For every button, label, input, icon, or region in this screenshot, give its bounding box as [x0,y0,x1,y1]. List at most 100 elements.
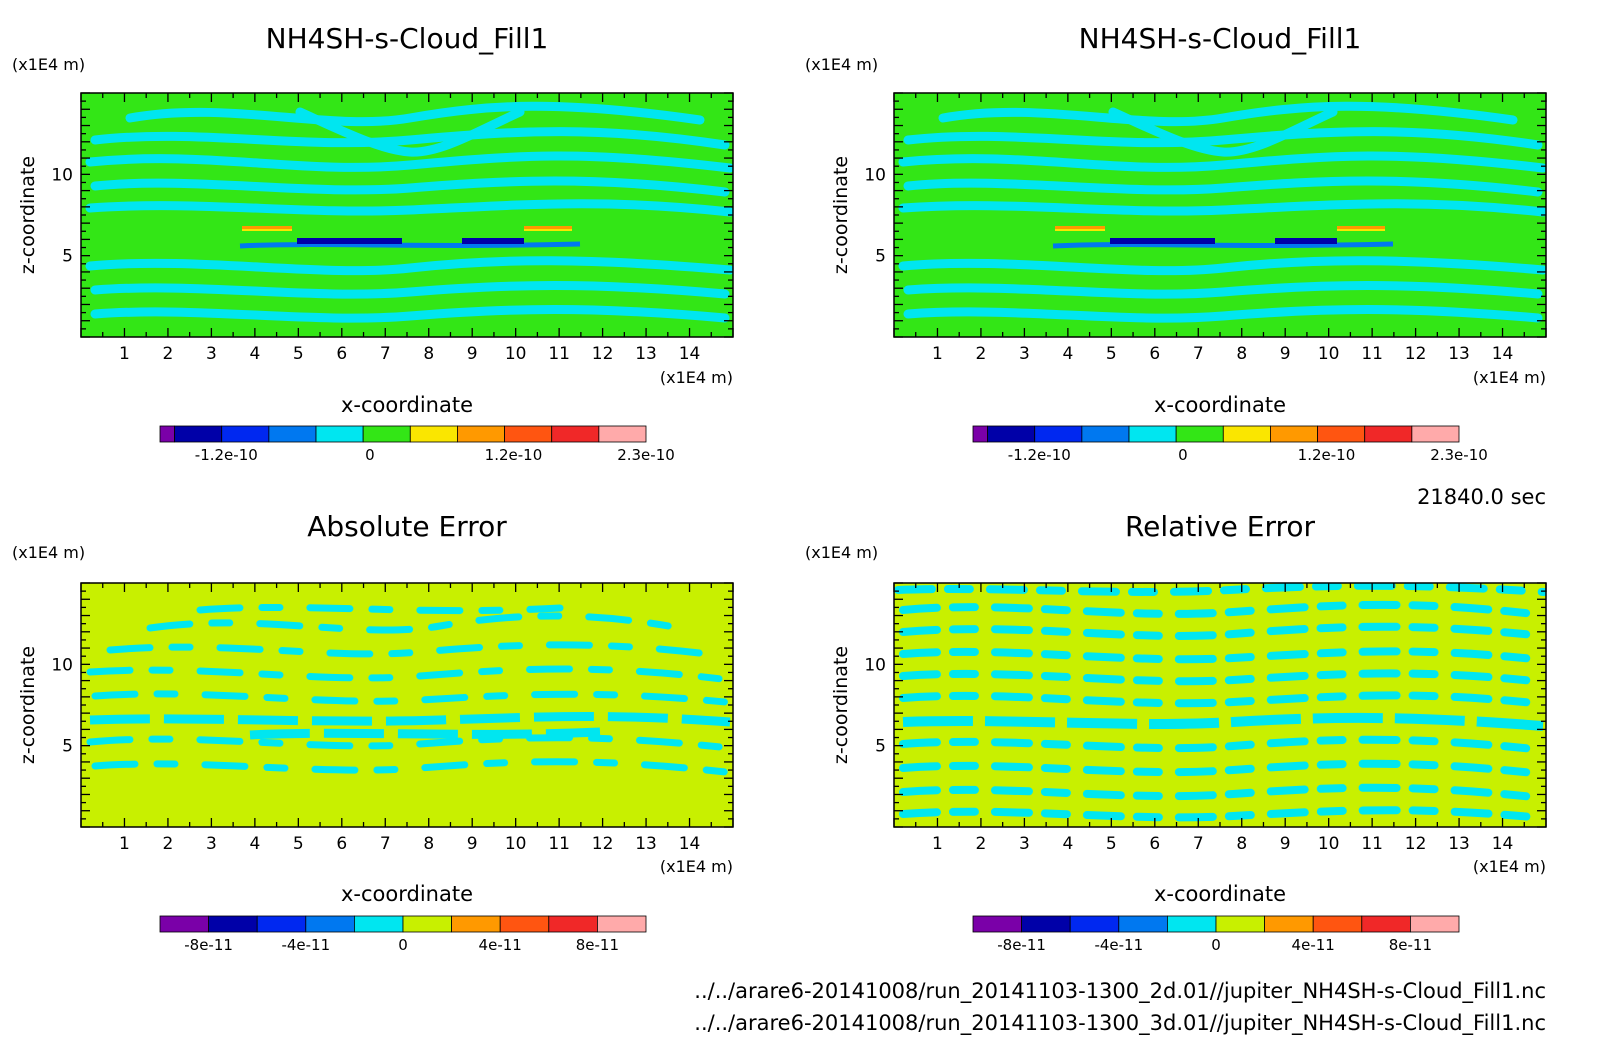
x-axis-label: x-coordinate [341,393,473,417]
x-tick-label: 7 [380,834,391,854]
field-bands [894,583,1546,822]
field-bands-dense [89,712,731,740]
panel-title: Relative Error [1125,510,1316,543]
x-tick-label: 6 [336,344,347,364]
colorbar: -8e-11 -4e-11 0 4e-11 8e-11 [159,915,647,954]
colorbar-tick-label: -8e-11 [997,936,1046,954]
contour-field [81,583,733,827]
x-tick-label: 14 [679,344,701,364]
time-label: 21840.0 sec [1417,485,1546,509]
x-tick-label: 8 [1236,834,1247,854]
panel-top-left: NH4SH-s-Cloud_Fill1 (x1E4 m) [12,22,734,464]
field-maximum-left [242,226,292,229]
field-bands [86,603,733,776]
colorbar-segment [598,425,647,443]
y-tick-label: 10 [51,165,73,185]
colorbar-tick-label: -8e-11 [184,936,233,954]
colorbar-tick-label: 0 [1178,446,1188,464]
colorbar-segment [1364,425,1413,443]
colorbar-segment [315,425,364,443]
x-tick-label: 1 [119,834,130,854]
colorbar-segment [1167,915,1217,933]
x-tick-label: 2 [976,834,987,854]
x-tick-label: 4 [1062,344,1073,364]
field-minimum-left [1110,238,1215,244]
colorbar-tick-label: -4e-11 [281,936,330,954]
colorbar-segment [548,915,598,933]
colorbar-tick-label: -1.2e-10 [195,446,258,464]
x-tick-label: 8 [423,834,434,854]
panel-title: NH4SH-s-Cloud_Fill1 [1079,22,1362,55]
x-tick-label: 1 [932,834,943,854]
x-tick-label: 6 [1149,834,1160,854]
y-ticks: 5 10 [51,582,733,828]
colorbar-tick-label: 1.2e-10 [1298,446,1356,464]
colorbar-tick-label: -1.2e-10 [1008,446,1071,464]
contour-field [894,583,1546,827]
x-tick-label: 11 [1361,834,1383,854]
colorbar-segment [353,915,404,933]
colorbar-segment [1128,425,1177,443]
y-axis-label: z-coordinate [830,646,852,764]
panel-title: Absolute Error [307,510,507,543]
x-tick-label: 11 [548,344,570,364]
colorbar-tick-label: 2.3e-10 [617,446,675,464]
y-tick-label: 10 [51,655,73,675]
x-tick-label: 14 [679,834,701,854]
x-tick-label: 7 [1193,344,1204,364]
colorbar-segment [972,425,988,443]
colorbar-segment [1312,915,1363,933]
colorbar-segment [597,915,647,933]
panel-title: NH4SH-s-Cloud_Fill1 [266,22,549,55]
contour-field [894,93,1546,337]
colorbar: -1.2e-10 0 1.2e-10 2.3e-10 [159,425,675,464]
x-tick-label: 12 [1405,834,1427,854]
x-tick-label: 5 [293,834,304,854]
y-ticks: 5 10 [51,92,733,338]
colorbar-segment [1021,915,1071,933]
field-maximum-right [1337,226,1385,229]
colorbar-segment [409,425,458,443]
colorbar-tick-label: 0 [1211,936,1221,954]
y-tick-label: 5 [875,737,886,757]
x-tick-label: 9 [467,344,478,364]
colorbar: -1.2e-10 0 1.2e-10 2.3e-10 [972,425,1488,464]
colorbar-segment [1361,915,1411,933]
y-tick-label: 5 [62,737,73,757]
x-tick-label: 12 [592,834,614,854]
x-tick-label: 4 [249,834,260,854]
x-tick-label: 9 [1280,834,1291,854]
field-background [81,93,733,337]
x-tick-label: 5 [293,344,304,364]
x-tick-label: 9 [1280,344,1291,364]
x-tick-label: 13 [1448,344,1470,364]
x-tick-label: 6 [336,834,347,854]
x-tick-label: 12 [592,344,614,364]
x-tick-label: 5 [1106,834,1117,854]
x-axis-label: x-coordinate [341,882,473,906]
y-axis-label: z-coordinate [17,646,39,764]
colorbar: -8e-11 -4e-11 0 4e-11 8e-11 [972,915,1460,954]
field-background [894,583,1546,827]
colorbar-tick-label: 8e-11 [1389,936,1432,954]
colorbar-segment [457,425,505,443]
colorbar-tick-label: 0 [365,446,375,464]
x-ticks: 1 2 3 4 5 6 7 8 9 10 11 12 13 14 [80,583,734,854]
colorbar-segment [174,425,223,443]
field-bands [85,101,733,323]
y-tick-label: 5 [875,247,886,267]
colorbar-segment [504,425,553,443]
colorbar-segment [1215,915,1265,933]
x-tick-label: 13 [635,834,657,854]
colorbar-segment [221,425,270,443]
colorbar-segment [1317,425,1366,443]
field-maximum-right-edge [524,229,572,231]
field-maximum-right-edge [1337,229,1385,231]
x-tick-label: 6 [1149,344,1160,364]
colorbar-segment [972,915,1022,933]
x-tick-label: 10 [505,344,527,364]
x-tick-label: 3 [206,834,217,854]
x-tick-label: 9 [467,834,478,854]
x-ticks: 1 2 3 4 5 6 7 8 9 10 11 12 13 14 [80,93,734,364]
field-bands [898,101,1546,323]
